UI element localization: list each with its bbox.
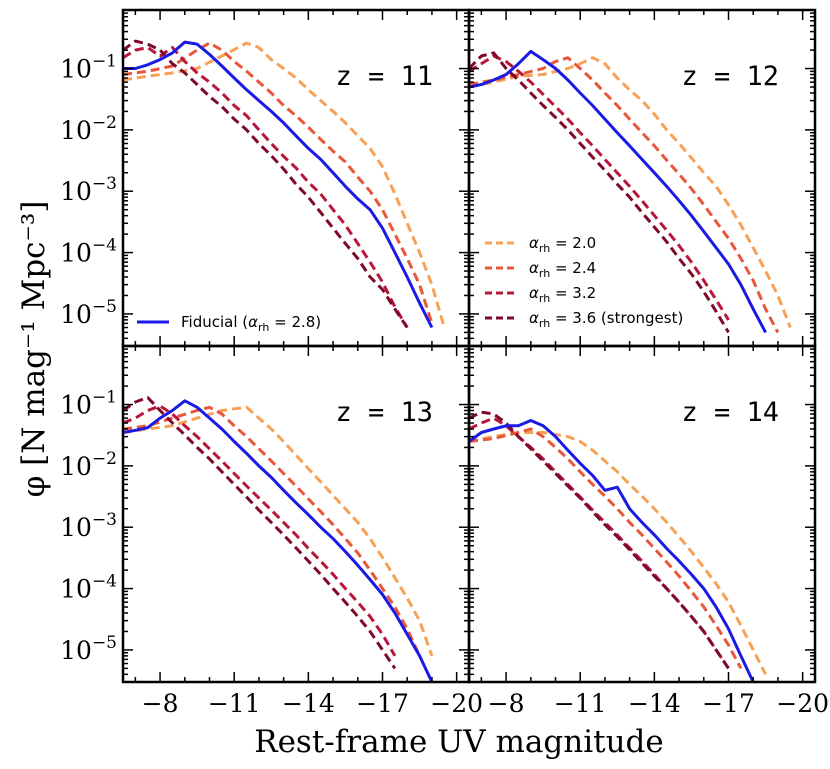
y-tick-label: 10−4 bbox=[60, 572, 117, 604]
legend-entry-a36: αrh = 3.6 (strongest) bbox=[485, 309, 683, 330]
y-tick-label: 10−1 bbox=[60, 52, 117, 84]
x-tick-label: −17 bbox=[702, 689, 755, 718]
x-axis-label: Rest-frame UV magnitude bbox=[254, 724, 663, 760]
series-line-fid bbox=[469, 419, 755, 682]
legend-label: αrh = 3.2 bbox=[529, 284, 596, 305]
series-line-fid bbox=[469, 49, 767, 334]
legend-entry-fid: Fiducial (αrh = 2.8) bbox=[137, 313, 321, 334]
x-tick-label: −11 bbox=[554, 689, 607, 718]
series-group bbox=[123, 39, 446, 329]
panel-frame bbox=[467, 344, 817, 684]
x-tick-label: −17 bbox=[356, 689, 409, 718]
legend-label: αrh = 2.4 bbox=[529, 259, 596, 280]
series-line-a24 bbox=[469, 427, 743, 670]
panel-redshift-label: z = 11 bbox=[335, 61, 433, 92]
legend-entry-a32: αrh = 3.2 bbox=[485, 284, 596, 305]
series-group bbox=[469, 410, 767, 682]
series-group bbox=[123, 396, 434, 682]
x-tick-label: −14 bbox=[282, 689, 335, 718]
series-line-a24 bbox=[123, 405, 421, 657]
series-line-a24 bbox=[469, 56, 780, 334]
panel-redshift-label: z = 12 bbox=[681, 61, 779, 92]
panel-4: z = 14 bbox=[467, 344, 817, 684]
series-group bbox=[469, 49, 792, 334]
series-line-a36 bbox=[469, 51, 730, 334]
y-tick-label: 10−2 bbox=[60, 113, 117, 145]
panel-2: z = 12 bbox=[467, 8, 817, 348]
panel-1: z = 11 bbox=[121, 8, 471, 348]
y-tick-label: 10−2 bbox=[60, 449, 117, 481]
series-line-a24 bbox=[123, 41, 434, 324]
series-line-a20 bbox=[469, 431, 767, 675]
panel-3: z = 13 bbox=[121, 344, 471, 684]
x-tick-labels: −8 −11 −14 −17 −20 −8 −11 −14 −17 −20 bbox=[142, 689, 829, 718]
y-tick-label: 10−3 bbox=[60, 174, 117, 206]
legend-label: Fiducial (αrh = 2.8) bbox=[181, 313, 321, 334]
legend-entry-a20: αrh = 2.0 bbox=[485, 234, 596, 255]
y-tick-label: 10−1 bbox=[60, 388, 117, 420]
legend-label: αrh = 2.0 bbox=[529, 234, 596, 255]
x-tick-label: −8 bbox=[488, 689, 525, 718]
series-line-a20 bbox=[123, 405, 434, 657]
legend-top-left: Fiducial (αrh = 2.8) bbox=[137, 313, 321, 334]
panel-redshift-label: z = 14 bbox=[681, 397, 779, 428]
panel-redshift-label: z = 13 bbox=[335, 397, 433, 428]
x-tick-label: −11 bbox=[208, 689, 261, 718]
x-tick-label: −14 bbox=[628, 689, 681, 718]
series-line-a36 bbox=[469, 410, 730, 670]
y-axis-label: φ [N mag⁻¹ Mpc⁻³] bbox=[16, 201, 52, 498]
legend-label: αrh = 3.6 (strongest) bbox=[529, 309, 683, 330]
series-line-a20 bbox=[123, 41, 446, 328]
y-tick-labels: 10−1 10−2 10−3 10−4 10−5 10−1 10−2 10−3 10−4 10−5 bbox=[60, 52, 117, 665]
series-line-fid bbox=[123, 40, 434, 329]
x-tick-label: −20 bbox=[430, 689, 483, 718]
legend-top-right: αrh = 2.0 αrh = 2.4 αrh = 3.2 αrh = 3.6 (st… bbox=[485, 234, 683, 330]
x-tick-label: −20 bbox=[776, 689, 829, 718]
series-line-a32 bbox=[469, 416, 730, 670]
series-line-a32 bbox=[123, 404, 397, 657]
series-line-a32 bbox=[123, 46, 409, 329]
series-line-fid bbox=[123, 399, 434, 682]
legend-entry-a24: αrh = 2.4 bbox=[485, 259, 596, 280]
series-line-a32 bbox=[469, 54, 730, 321]
series-line-a36 bbox=[123, 39, 409, 329]
y-tick-label: 10−5 bbox=[60, 297, 117, 329]
series-line-a36 bbox=[123, 396, 397, 670]
y-tick-label: 10−5 bbox=[60, 633, 117, 665]
y-tick-label: 10−3 bbox=[60, 510, 117, 542]
y-tick-label: 10−4 bbox=[60, 236, 117, 268]
x-tick-label: −8 bbox=[142, 689, 179, 718]
